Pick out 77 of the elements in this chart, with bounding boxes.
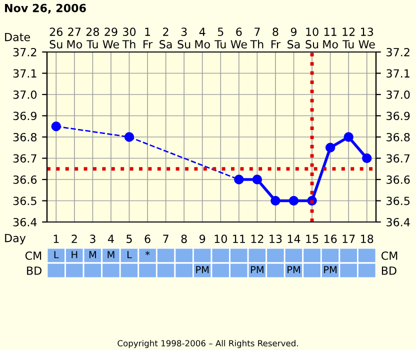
x-tick-label: 11 Mo — [323, 28, 338, 48]
x-tick-label: 6 — [144, 234, 150, 244]
x-tick-label: 8 — [181, 234, 187, 244]
x-tick-label: 17 — [342, 234, 355, 243]
y2-tick-label: 37.0 — [386, 90, 410, 99]
x-tick-label: 8 Fr — [271, 28, 281, 48]
text: * — [145, 250, 150, 256]
x-tick-label: 12 — [251, 234, 264, 243]
text: PM — [288, 266, 300, 274]
point — [124, 132, 134, 142]
x-tick-label: 3 Su — [178, 28, 190, 48]
y2-tick-label: 37.1 — [386, 69, 410, 78]
x-tick-label: 12 Tu — [342, 28, 355, 48]
x-tick-label: 10 — [214, 234, 227, 244]
point — [362, 153, 372, 164]
x-tick-label: 9 Sa — [288, 28, 300, 48]
y2-tick-label: 36.8 — [386, 132, 410, 142]
text: PM — [251, 266, 264, 274]
x-tick-label: 14 — [288, 234, 300, 243]
y2-tick-label: 36.5 — [386, 196, 410, 206]
y-tick-label: 37.0 — [13, 90, 37, 99]
x-tick-label: 3 — [90, 234, 96, 244]
x-tick-label: 5 — [126, 234, 132, 244]
x-tick-label: 13 — [270, 234, 282, 244]
point — [252, 174, 262, 184]
text: M — [89, 251, 96, 258]
y-tick-label: 37.1 — [13, 69, 36, 78]
x-tick-label: 29 We — [102, 28, 119, 48]
point — [51, 122, 61, 132]
chart-title: Nov 26, 2006 — [5, 4, 86, 14]
point — [288, 196, 299, 206]
y2-tick-label: 36.9 — [386, 112, 410, 120]
x-tick-label: 1 — [54, 234, 59, 243]
text: L — [127, 251, 132, 258]
x-tick-label: 5 Tu — [214, 28, 226, 48]
point — [344, 132, 354, 142]
x-tick-label: 1 Fr — [144, 28, 153, 48]
y-tick-label: 36.7 — [13, 154, 36, 163]
x-tick-label: 30 Th — [122, 28, 136, 48]
x-tick-label: 27 Mo — [67, 28, 82, 48]
x-tick-label: 28 Tu — [86, 28, 100, 48]
point — [325, 142, 336, 152]
text: PM — [324, 266, 336, 274]
x-tick-label: 2 Sa — [160, 28, 172, 48]
y-tick-label: 36.6 — [13, 175, 37, 184]
text: PM — [196, 266, 209, 274]
y2-tick-label: 36.7 — [386, 154, 410, 163]
x-tick-label: 18 — [361, 234, 374, 244]
x-tick-label: 7 Th — [250, 28, 264, 48]
x-tick-label: 26 Su — [50, 28, 63, 48]
y2-tick-label: 36.4 — [386, 218, 410, 226]
y2-tick-label: 37.2 — [386, 48, 410, 56]
x-axis-title: Day — [5, 234, 26, 244]
x-tick-label: 10 Su — [306, 28, 318, 48]
y-tick-label: 36.5 — [13, 196, 36, 206]
y-tick-label: 37.2 — [13, 48, 36, 56]
text: L — [54, 251, 59, 258]
x-tick-label: 6 We — [230, 28, 247, 48]
text: H — [72, 251, 78, 258]
x-tick-label: 4 — [108, 234, 114, 243]
y-tick-label: 36.8 — [13, 132, 37, 142]
point — [270, 196, 280, 206]
x-tick-label: 7 — [163, 234, 168, 243]
x-tick-label: 9 — [200, 234, 206, 244]
x-tick-label: 13 We — [358, 28, 375, 48]
x-tick-label: 11 — [233, 234, 245, 243]
x-tick-label: 4 Mo — [195, 28, 210, 48]
y2-tick-label: 36.6 — [386, 175, 410, 184]
x-axis-title: Date — [5, 32, 30, 42]
text: M — [108, 251, 114, 258]
point — [234, 174, 244, 184]
y-tick-label: 36.4 — [13, 218, 37, 226]
text: Copyright 1998-2006 – All Rights Reserved. — [118, 340, 298, 348]
y-tick-label: 36.9 — [13, 112, 36, 120]
x-tick-label: 2 — [72, 234, 77, 243]
x-tick-label: 15 — [306, 234, 318, 244]
x-tick-label: 16 — [324, 234, 337, 244]
